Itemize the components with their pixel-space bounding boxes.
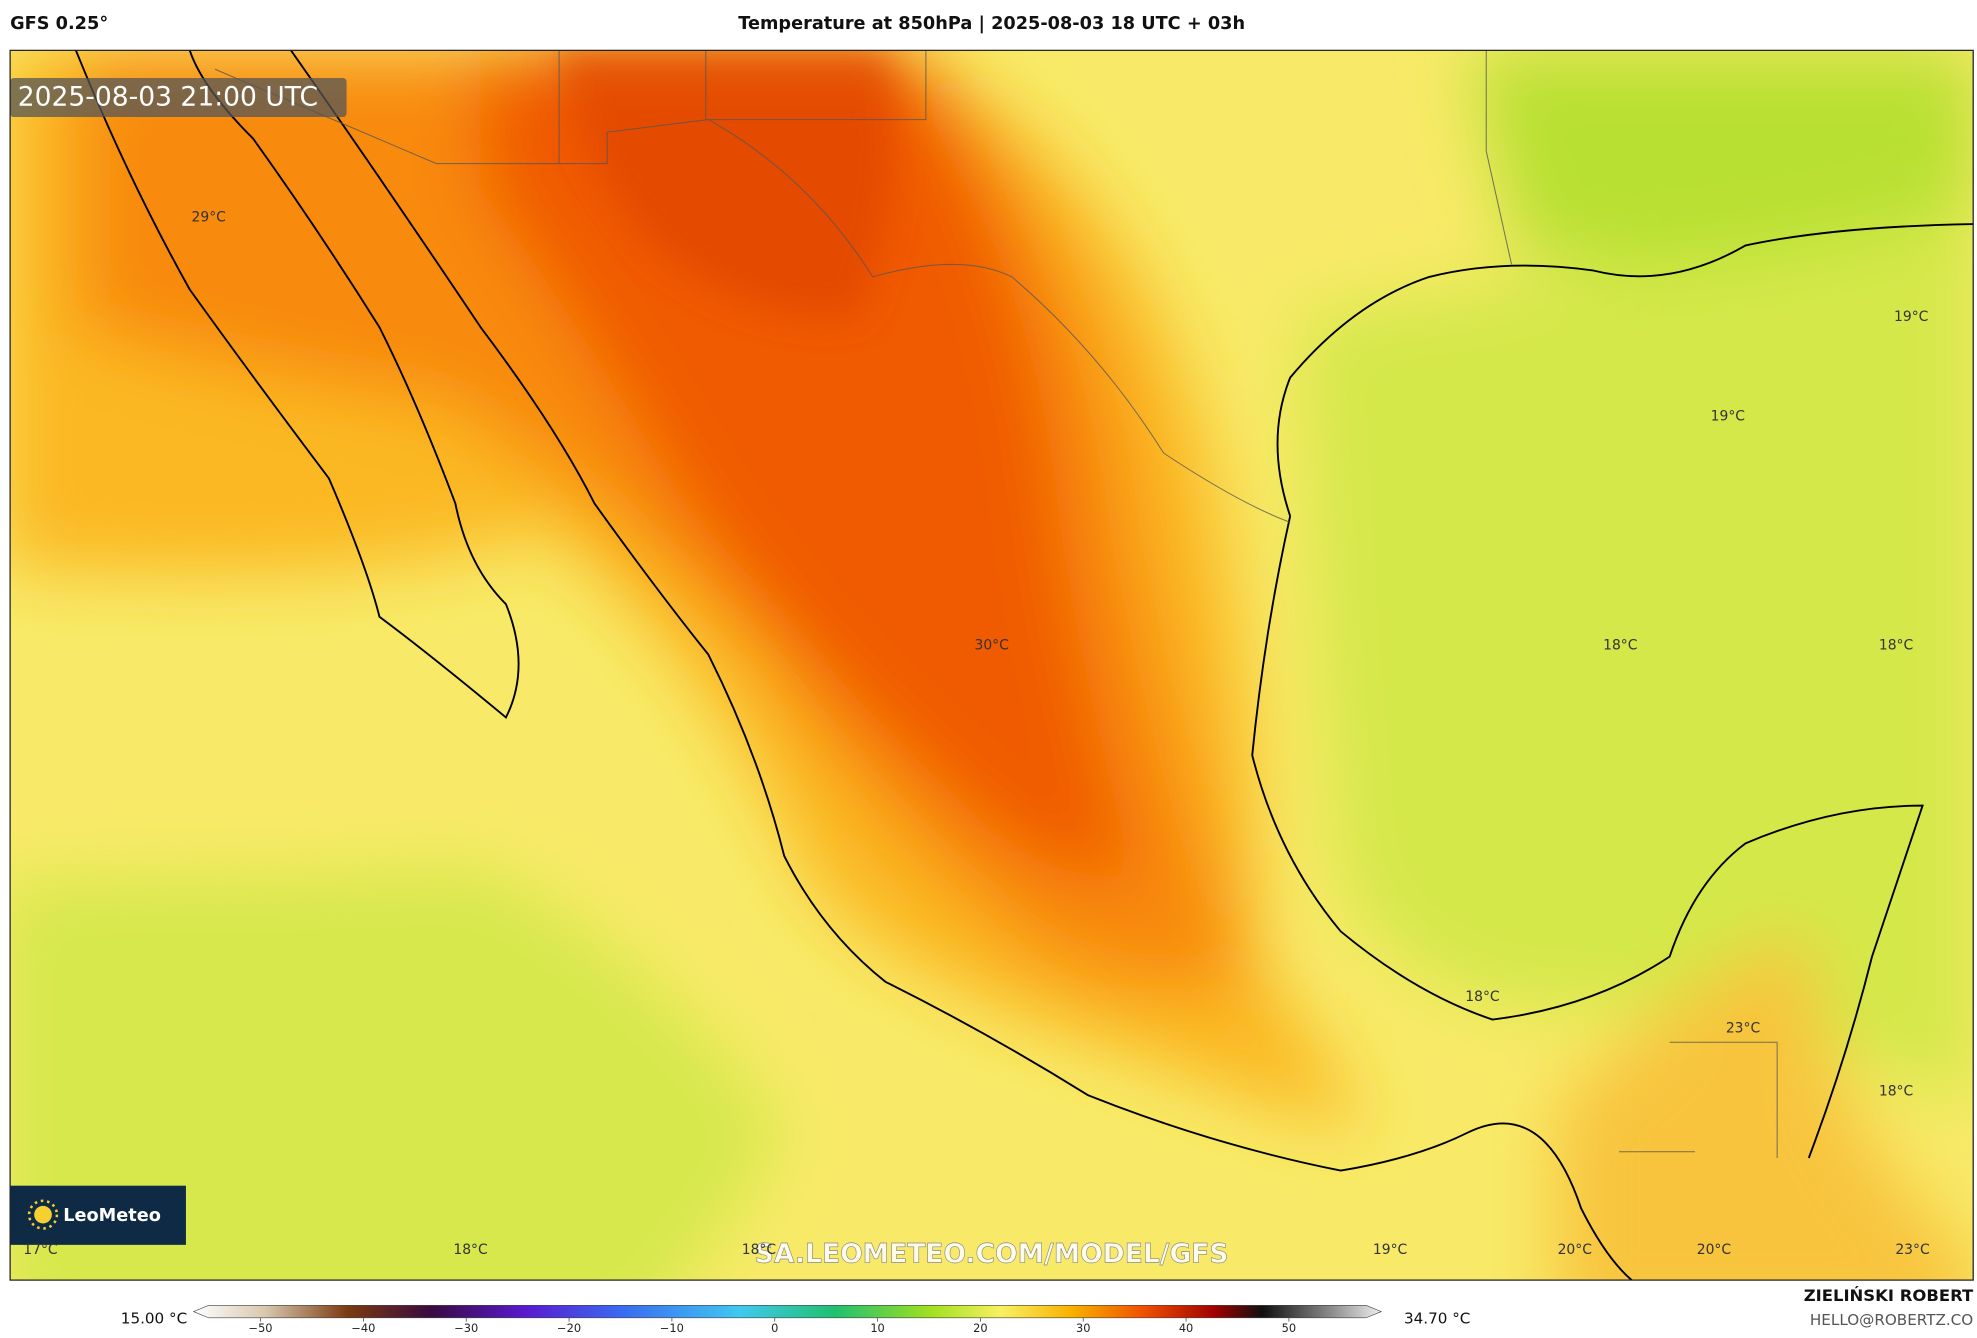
colorbar-tick-label: −10 [660, 1321, 684, 1335]
colorbar [192, 1304, 1383, 1319]
map-title: Temperature at 850hPa | 2025-08-03 18 UT… [738, 14, 1245, 34]
borders [214, 50, 1778, 1159]
colorbar-tick-label: 20 [973, 1321, 987, 1335]
colorbar-tick-label: 10 [870, 1321, 884, 1335]
temperature-field [10, 50, 1974, 1281]
temperature-label: 18°C [1465, 989, 1499, 1005]
logo-text: LeoMeteo [63, 1206, 161, 1226]
timestamp-box [10, 78, 347, 118]
temperature-label: 20°C [1697, 1242, 1731, 1258]
email: HELLO@ROBERTZ.CO [1810, 1311, 1973, 1329]
map-frame [9, 49, 1974, 1281]
temperature-label: 23°C [1895, 1242, 1929, 1258]
temperature-label: 18°C [742, 1242, 776, 1258]
model-name: GFS 0.25° [10, 14, 108, 34]
colorbar-tick-label: −30 [454, 1321, 478, 1335]
logo-rays [27, 1199, 59, 1230]
temperature-label: 19°C [1373, 1242, 1407, 1258]
temperature-label: 19°C [1894, 309, 1928, 325]
colorbar-min: 15.00 °C [121, 1310, 187, 1328]
colorbar-tick-label: −40 [351, 1321, 375, 1335]
colorbar-tick-label: −50 [249, 1321, 273, 1335]
author: ZIELIŃSKI ROBERT [1804, 1286, 1974, 1305]
temperature-label: 30°C [974, 638, 1008, 654]
temperature-label: 18°C [453, 1242, 487, 1258]
temperature-label: 18°C [1603, 638, 1637, 654]
colorbar-tick-label: 40 [1179, 1321, 1193, 1335]
temperature-label: 19°C [1711, 409, 1745, 425]
temperature-label: 20°C [1558, 1242, 1592, 1258]
temperature-label: 23°C [1726, 1020, 1760, 1036]
colorbar-max: 34.70 °C [1404, 1310, 1470, 1328]
temperature-label: 17°C [23, 1242, 57, 1258]
colorbar-tick-label: 50 [1282, 1321, 1296, 1335]
temperature-labels: 29°C 30°C 19°C 19°C 18°C 18°C 18°C 23°C 18°C 17°C… [23, 210, 1929, 1258]
coastlines [75, 50, 1974, 1281]
temperature-core [556, 50, 894, 317]
map: 2025-08-03 21:00 UTC LeoMeteo SA.LEOMETE… [10, 50, 1974, 1281]
temperature-label: 18°C [1879, 1083, 1913, 1099]
logo-sun [34, 1205, 52, 1224]
colorbar-tick-label: 30 [1076, 1321, 1090, 1335]
colorbar-tick-label: 0 [771, 1321, 778, 1335]
colorbar-ticks: −50 −40 −30 −20 −10 0 10 20 30 40 50 [249, 1317, 1296, 1335]
colorbar-tick-label: −20 [557, 1321, 581, 1335]
watermark: SA.LEOMETEO.COM/MODEL/GFS [755, 1238, 1229, 1269]
temperature-label: 29°C [192, 210, 226, 226]
temperature-label: 18°C [1879, 638, 1913, 654]
timestamp: 2025-08-03 21:00 UTC [18, 82, 318, 113]
